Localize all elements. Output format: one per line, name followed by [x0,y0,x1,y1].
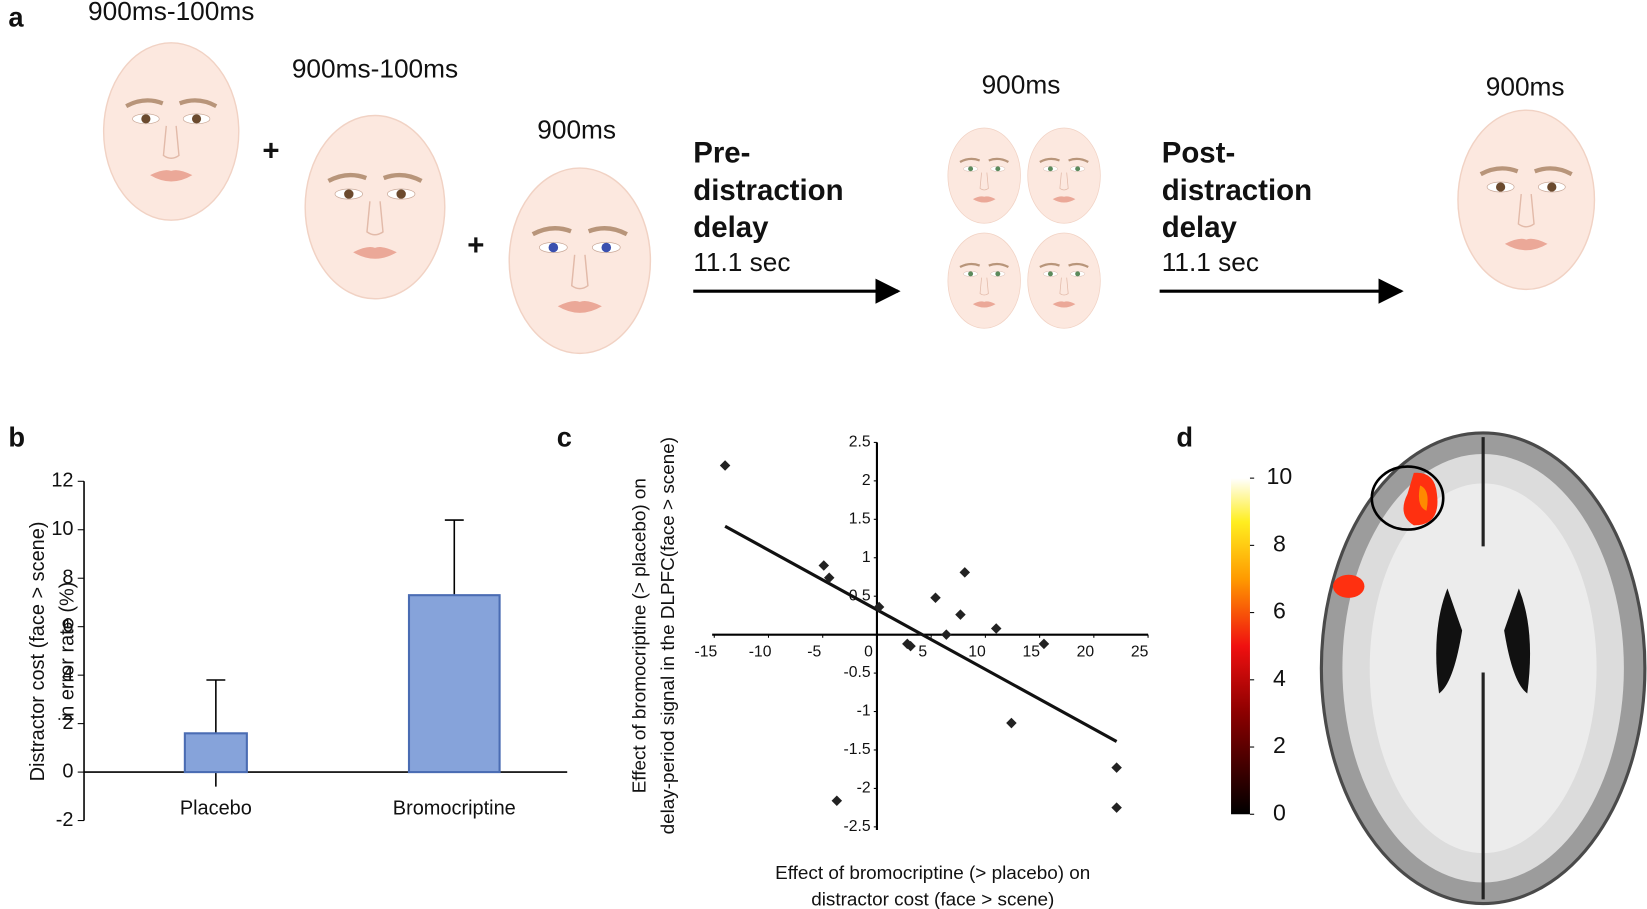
y-tick-label: 2 [62,712,73,734]
delay-label: Pre- [693,136,750,169]
point [959,567,971,578]
x-tick-label: 15 [1022,644,1040,661]
brain [1319,431,1647,906]
delay-label: delay [693,211,769,244]
point [873,601,885,613]
colorbar-tick-label: 8 [1273,530,1286,556]
point [1038,638,1050,650]
point [905,640,916,652]
duration: 900ms [537,114,616,144]
colorbar-tick-label: 10 [1267,463,1293,489]
y-tick-label: 0.5 [849,587,871,604]
x-tick-label: -5 [807,644,821,661]
y-tick-label: 10 [51,518,73,540]
y-tick-label: 1 [862,549,871,566]
face [305,116,445,299]
point [930,592,941,603]
delay-label: Post- [1162,136,1236,169]
plus: + [467,229,484,262]
y-axis-label: delay-period signal in the DLPFC(face > … [658,437,679,834]
y-tick-label: -1 [857,703,871,720]
point [941,629,952,640]
face [509,168,650,353]
face [1026,126,1102,225]
panel-label: a [8,1,24,32]
delay-label: distraction [1162,174,1312,207]
y-tick-label: 0 [62,760,73,782]
y-tick-label: -1.5 [843,741,870,758]
y-tick-label: 8 [62,566,73,588]
point [955,609,966,620]
x-tick-label: Bromocriptine [393,797,516,819]
x-tick-label: 25 [1131,644,1149,661]
delay-time: 11.1 sec [693,247,790,277]
y-axis-label: Effect of bromocriptine (> placebo) on [630,478,651,793]
face [946,231,1022,330]
y-tick-label: -2.5 [843,818,870,835]
x-tick-label: 20 [1077,644,1095,661]
face [946,126,1022,225]
point [1006,717,1017,729]
point [719,460,731,471]
x-tick-label: 10 [968,644,986,661]
point [818,560,830,571]
point [1111,762,1122,773]
x-tick-label: -10 [749,644,772,661]
y-tick-label: 12 [51,470,73,492]
delay-time: 11.1 sec [1162,247,1259,277]
bar [183,732,248,774]
point [831,795,843,806]
trend-line [724,524,1118,743]
colorbar-tick-label: 4 [1273,665,1286,691]
point [990,623,1002,634]
colorbar-tick-label: 0 [1273,799,1286,825]
panel-label: b [8,421,25,452]
y-axis-label: in error rate (%) [57,582,79,722]
y-tick-label: -2 [56,809,74,831]
plus: + [262,134,279,167]
face [1458,110,1595,289]
point [1111,802,1122,813]
x-tick-label: 5 [918,644,927,661]
panel-label: c [557,421,572,452]
colorbar-tick-label: 2 [1273,732,1286,758]
y-tick-label: 4 [62,663,73,685]
face [104,43,239,220]
y-axis-label: Distractor cost (face > scene) [27,522,49,782]
y-tick-label: -2 [857,780,871,797]
y-tick-label: 1.5 [849,510,871,527]
y-tick-label: 6 [62,615,73,637]
x-axis-label: Effect of bromocriptine (> placebo) on [775,863,1090,884]
x-tick-label: Placebo [180,797,252,819]
delay-label: delay [1162,211,1238,244]
x-axis-label: distractor cost (face > scene) [811,889,1054,909]
duration: 900ms-100ms [292,54,458,84]
y-tick-label: 2.5 [849,434,871,451]
duration: 900ms [982,69,1061,99]
x-tick-label: -15 [694,644,717,661]
point [823,572,835,583]
y-tick-label: -0.5 [843,664,870,681]
y-tick-label: 2 [862,472,871,489]
bar [407,594,501,774]
colorbar [1231,478,1250,815]
panel-label: d [1176,421,1193,452]
duration: 900ms [1486,71,1565,101]
delay-label: distraction [693,174,843,207]
face [1026,231,1102,330]
x-tick-label: 0 [864,644,873,661]
duration: 900ms-100ms [88,0,254,26]
colorbar-tick-label: 6 [1273,598,1286,624]
